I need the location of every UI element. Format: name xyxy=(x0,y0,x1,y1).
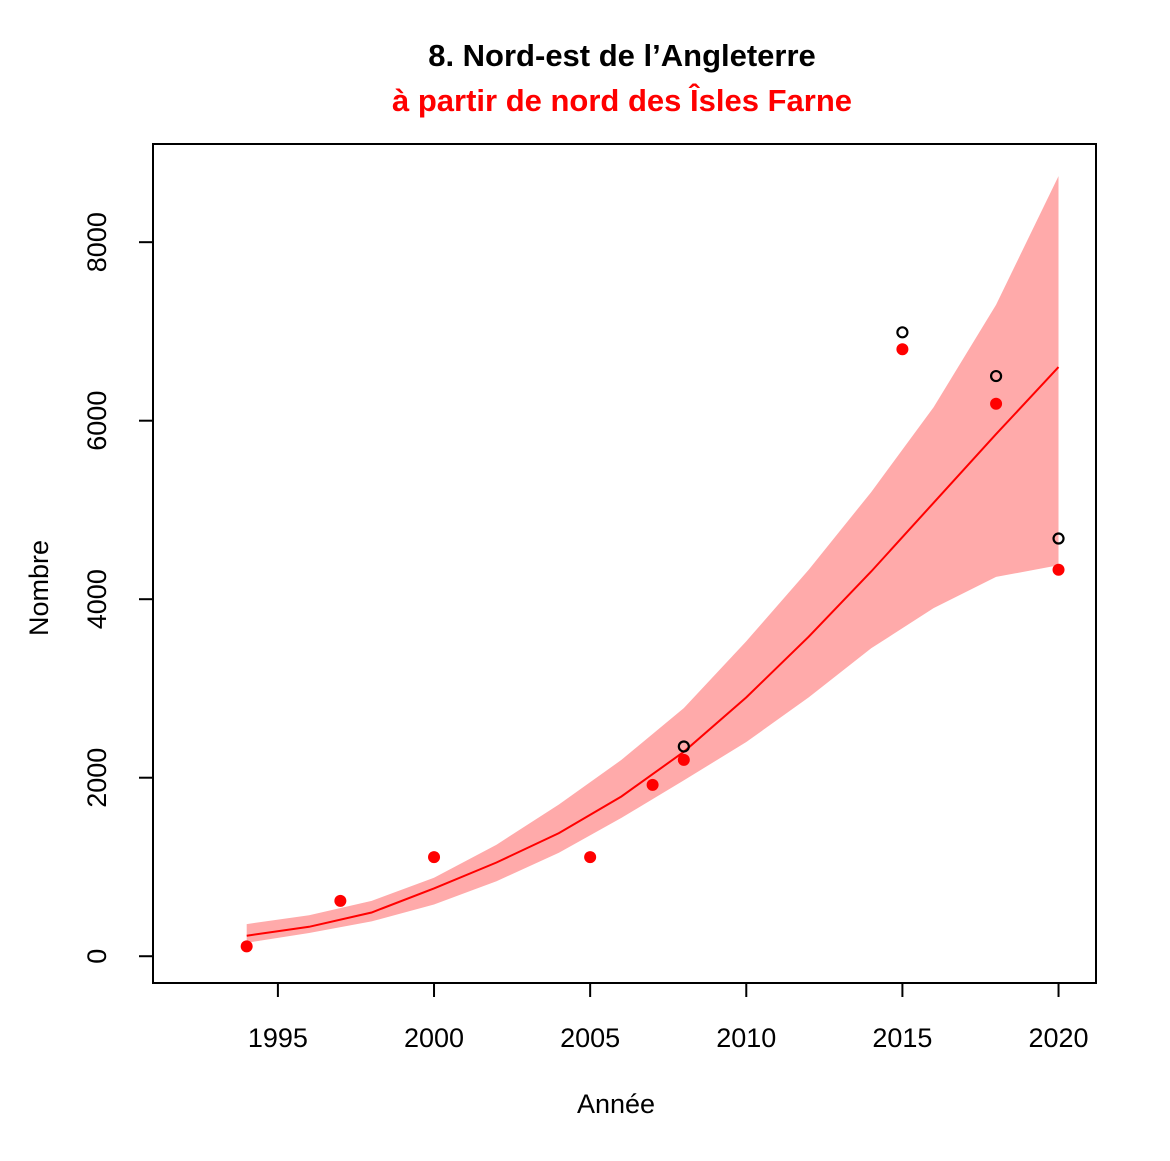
x-tick-label: 2005 xyxy=(560,1023,620,1053)
trend-line xyxy=(246,366,1060,937)
open-point xyxy=(989,369,1003,383)
y-axis: 0 2000 4000 6000 8000 xyxy=(82,212,154,964)
open-point xyxy=(677,740,690,753)
x-tick-label: 2015 xyxy=(872,1023,932,1053)
points-layer xyxy=(240,326,1065,953)
x-axis: 1995 2000 2005 2010 2015 2020 xyxy=(248,982,1089,1053)
open-point xyxy=(1052,532,1065,545)
y-tick-label: 8000 xyxy=(82,212,112,272)
y-tick-label: 0 xyxy=(82,949,112,964)
data-point xyxy=(677,753,690,766)
y-tick-label: 6000 xyxy=(82,391,112,451)
data-point xyxy=(1052,563,1065,576)
y-axis-label: Nombre xyxy=(24,540,54,636)
data-point xyxy=(334,894,347,907)
y-tick-label: 4000 xyxy=(82,569,112,629)
open-point xyxy=(896,326,909,339)
chart-subtitle: à partir de nord des Îsles Farne xyxy=(392,82,852,118)
x-tick-label: 1995 xyxy=(248,1023,308,1053)
data-point xyxy=(240,940,253,953)
confidence-band-layer xyxy=(246,176,1059,943)
data-point xyxy=(990,397,1003,410)
x-axis-label: Année xyxy=(577,1089,655,1119)
data-point xyxy=(584,851,597,864)
x-tick-label: 2010 xyxy=(716,1023,776,1053)
data-point xyxy=(428,851,441,864)
trend-line-layer xyxy=(246,366,1060,937)
chart-title: 8. Nord-est de l’Angleterre xyxy=(428,38,816,73)
y-tick-label: 2000 xyxy=(82,748,112,808)
x-tick-label: 2020 xyxy=(1028,1023,1088,1053)
data-point xyxy=(896,343,909,356)
x-tick-label: 2000 xyxy=(404,1023,464,1053)
confidence-band xyxy=(246,176,1059,943)
data-point xyxy=(646,778,659,791)
